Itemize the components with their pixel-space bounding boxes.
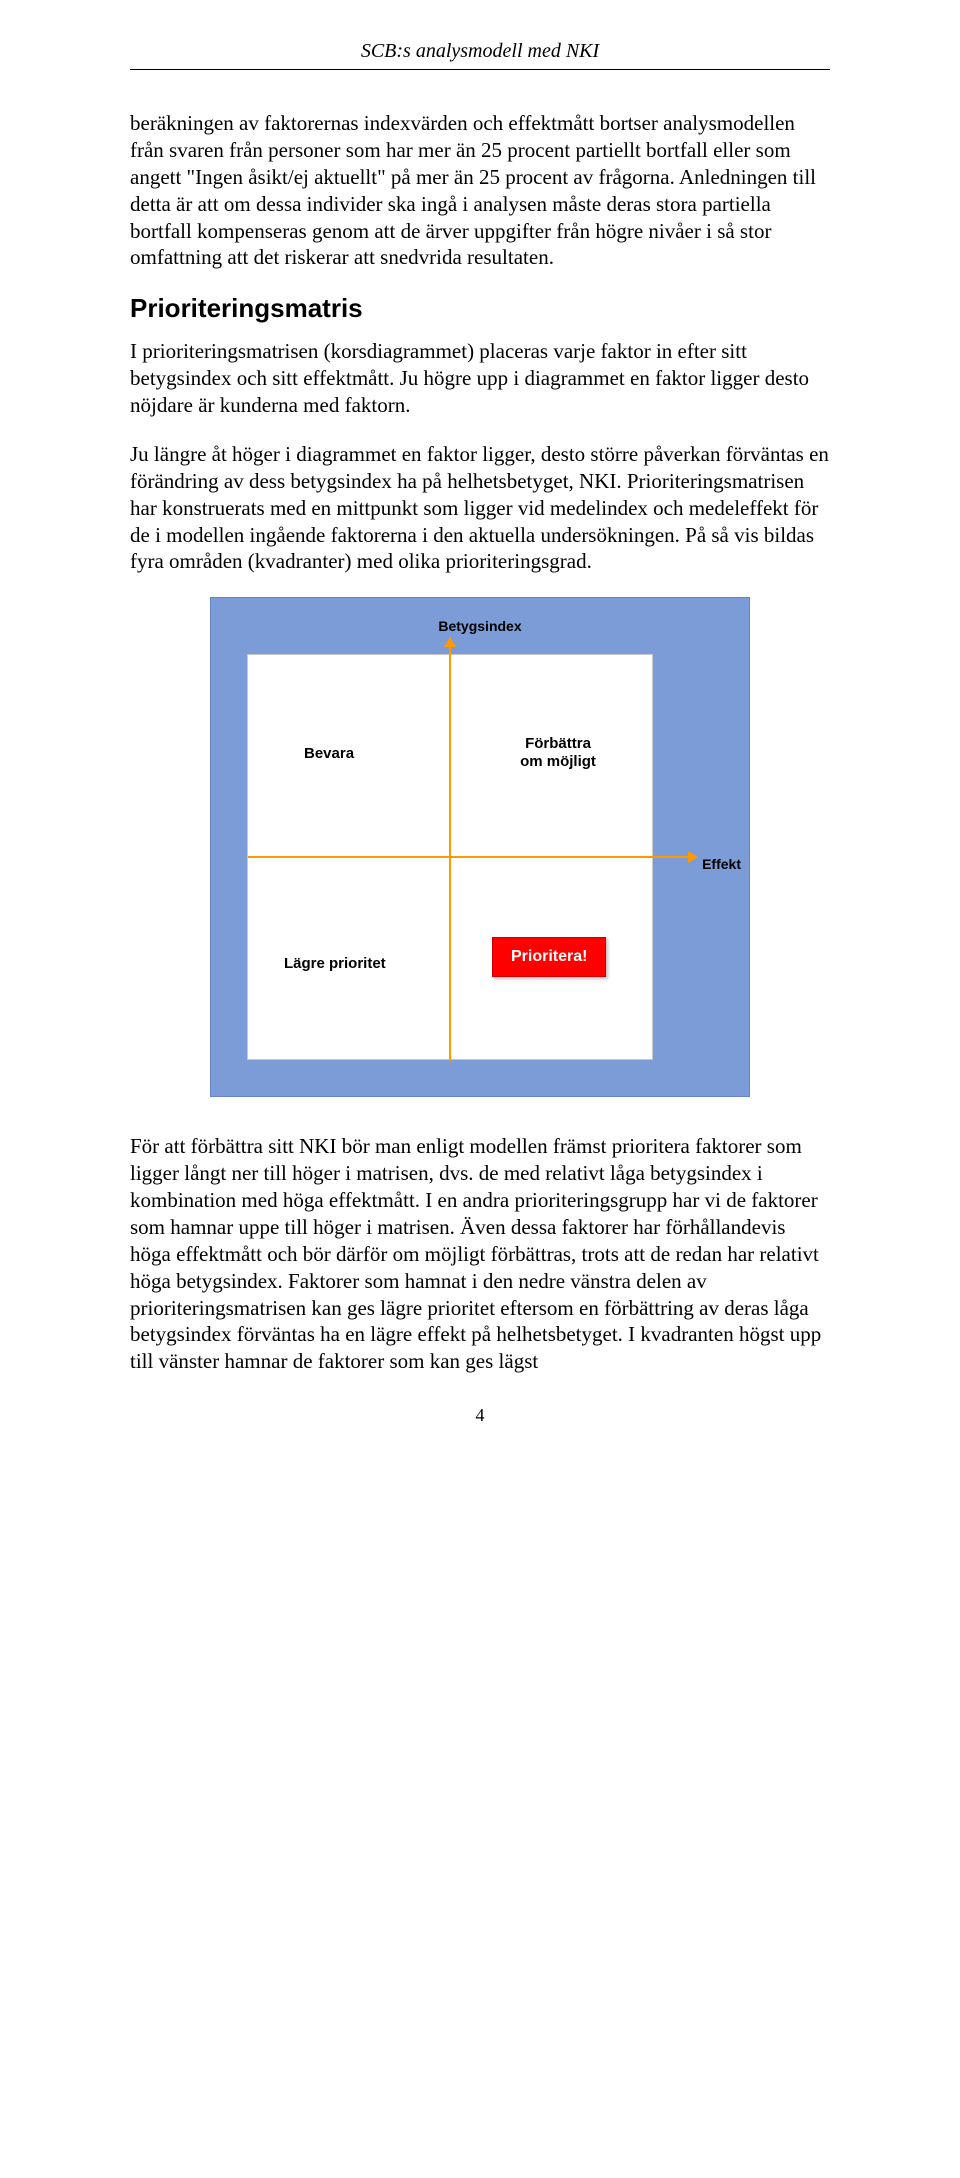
y-axis-label: Betygsindex [211, 618, 749, 634]
arrow-right-icon [688, 851, 698, 863]
page-number: 4 [130, 1405, 830, 1426]
x-axis-label: Effekt [702, 856, 741, 872]
matrix-plot-area: Bevara Förbättra om möjligt Lägre priori… [247, 654, 653, 1060]
matrix-panel: Betygsindex Effekt Bevara Förbättra om m… [210, 597, 750, 1097]
section-heading: Prioriteringsmatris [130, 293, 830, 324]
prioritize-box: Prioritera! [492, 937, 606, 977]
arrow-up-icon [444, 637, 456, 647]
header-rule [130, 69, 830, 70]
quadrant-top-left-label: Bevara [304, 745, 354, 763]
quadrant-top-right-line2: om möjligt [520, 753, 596, 770]
running-header: SCB:s analysmodell med NKI [130, 40, 830, 63]
priority-matrix-figure: Betygsindex Effekt Bevara Förbättra om m… [210, 597, 750, 1097]
paragraph-3: Ju längre åt höger i diagrammet en fakto… [130, 441, 830, 575]
quadrant-top-right-line1: Förbättra [525, 735, 591, 752]
document-page: SCB:s analysmodell med NKI beräkningen a… [0, 0, 960, 1486]
paragraph-4: För att förbättra sitt NKI bör man enlig… [130, 1133, 830, 1375]
quadrant-bottom-left-label: Lägre prioritet [284, 955, 386, 973]
horizontal-axis-line [248, 856, 688, 858]
paragraph-2: I prioriteringsmatrisen (korsdiagrammet)… [130, 338, 830, 419]
quadrant-top-right-label: Förbättra om möjligt [498, 735, 618, 771]
paragraph-1: beräkningen av faktorernas indexvärden o… [130, 110, 830, 271]
vertical-axis-line [449, 645, 451, 1061]
